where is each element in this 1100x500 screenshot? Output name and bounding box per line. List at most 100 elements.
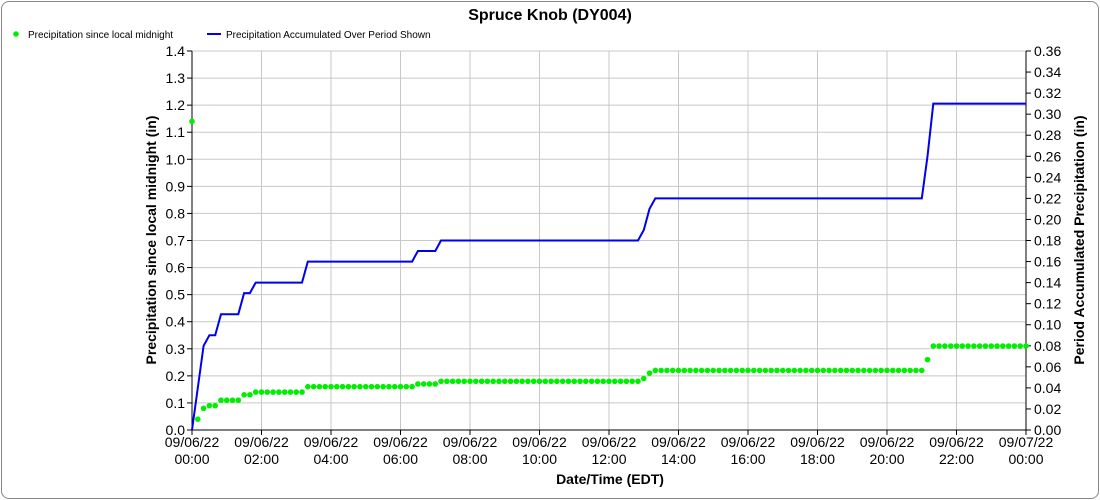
left-tick-label: 1.1 (166, 124, 186, 140)
since-midnight-point (449, 378, 456, 385)
left-tick-label: 0.2 (166, 368, 186, 384)
since-midnight-point (252, 389, 259, 395)
since-midnight-point (750, 367, 757, 374)
left-tick-label: 0.7 (166, 233, 186, 249)
since-midnight-point (606, 378, 612, 385)
since-midnight-point (588, 378, 595, 385)
since-midnight-point (918, 367, 925, 374)
right-axis-title: Period Accumulated Precipitation (in) (1071, 115, 1087, 364)
since-midnight-point (820, 367, 827, 374)
since-midnight-point (936, 343, 942, 349)
legend: Precipitation since local midnight Preci… (13, 30, 431, 41)
since-midnight-point (200, 405, 207, 412)
x-tick-date: 09/06/22 (165, 434, 220, 450)
since-midnight-point (959, 343, 966, 349)
since-midnight-point (583, 378, 589, 385)
since-midnight-point (368, 383, 375, 390)
since-midnight-point (287, 389, 294, 395)
since-midnight-point (704, 367, 711, 374)
since-midnight-point (328, 383, 334, 390)
since-midnight-point (241, 392, 247, 398)
since-midnight-point (536, 378, 543, 385)
x-tick-date: 09/07/22 (999, 434, 1054, 450)
x-tick-time: 02:00 (244, 451, 279, 467)
right-tick-label: 0.28 (1034, 127, 1061, 143)
since-midnight-point (548, 378, 554, 385)
right-tick-label: 0.24 (1034, 169, 1061, 185)
since-midnight-point (681, 367, 688, 374)
since-midnight-point (716, 367, 722, 374)
x-tick-date: 09/06/22 (651, 434, 706, 450)
since-midnight-point (299, 389, 305, 395)
since-midnight-point (357, 383, 363, 390)
since-midnight-point (756, 367, 763, 374)
since-midnight-point (727, 367, 734, 374)
x-tick-date: 09/06/22 (512, 434, 567, 450)
since-midnight-point (525, 378, 531, 385)
since-midnight-point (305, 383, 311, 390)
since-midnight-point (739, 367, 746, 374)
x-tick-time: 16:00 (730, 451, 765, 467)
since-midnight-point (594, 378, 601, 385)
since-midnight-point (403, 383, 410, 390)
since-midnight-point (826, 367, 832, 374)
right-tick-label: 0.34 (1034, 64, 1061, 80)
x-tick-date: 09/06/22 (443, 434, 498, 450)
since-midnight-point (1005, 343, 1012, 349)
since-midnight-point (484, 378, 491, 385)
right-tick-label: 0.04 (1034, 380, 1061, 396)
left-tick-label: 1.2 (166, 97, 186, 113)
right-tick-label: 0.36 (1034, 43, 1061, 59)
since-midnight-point (814, 367, 821, 374)
since-midnight-point (345, 383, 352, 390)
since-midnight-point (559, 378, 566, 385)
x-tick-time: 20:00 (869, 451, 904, 467)
left-tick-label: 0.8 (166, 205, 186, 221)
chart-title: Spruce Knob (DY004) (468, 7, 632, 24)
since-midnight-point (426, 381, 433, 387)
since-midnight-point (264, 389, 271, 395)
since-midnight-point (420, 381, 427, 387)
since-midnight-point (895, 367, 902, 374)
since-midnight-point (768, 367, 774, 374)
since-midnight-point (322, 383, 329, 390)
right-tick-label: 0.02 (1034, 401, 1061, 417)
since-midnight-point (843, 367, 850, 374)
since-midnight-point (611, 378, 618, 385)
right-tick-label: 0.16 (1034, 254, 1061, 270)
left-axis-title: Precipitation since local midnight (in) (143, 116, 159, 365)
left-tick-label: 1.3 (166, 70, 186, 86)
x-tick-date: 09/06/22 (860, 434, 915, 450)
since-midnight-point (519, 378, 525, 385)
since-midnight-point (455, 378, 462, 385)
since-midnight-point (472, 378, 479, 385)
since-midnight-point (947, 343, 954, 349)
since-midnight-point (687, 367, 693, 374)
right-tick-label: 0.10 (1034, 317, 1061, 333)
since-midnight-point (206, 402, 213, 409)
since-midnight-point (669, 367, 676, 374)
since-midnight-point (872, 367, 879, 374)
right-tick-label: 0.22 (1034, 190, 1061, 206)
since-midnight-point (513, 378, 520, 385)
since-midnight-point (623, 378, 630, 385)
since-midnight-point (276, 389, 282, 395)
since-midnight-point (380, 383, 386, 390)
left-tick-label: 0.3 (166, 341, 186, 357)
x-tick-time: 22:00 (939, 451, 974, 467)
since-midnight-point (438, 378, 444, 385)
since-midnight-point (490, 378, 496, 385)
x-tick-time: 18:00 (800, 451, 835, 467)
since-midnight-point (218, 397, 224, 404)
since-midnight-point (785, 367, 792, 374)
since-midnight-point (432, 381, 439, 387)
since-midnight-point (866, 367, 873, 374)
since-midnight-point (884, 367, 890, 374)
since-midnight-point (554, 378, 560, 385)
since-midnight-point (478, 378, 485, 385)
since-midnight-point (1011, 343, 1018, 349)
right-tick-label: 0.26 (1034, 148, 1061, 164)
x-tick-time: 10:00 (522, 451, 557, 467)
since-midnight-point (229, 397, 236, 404)
